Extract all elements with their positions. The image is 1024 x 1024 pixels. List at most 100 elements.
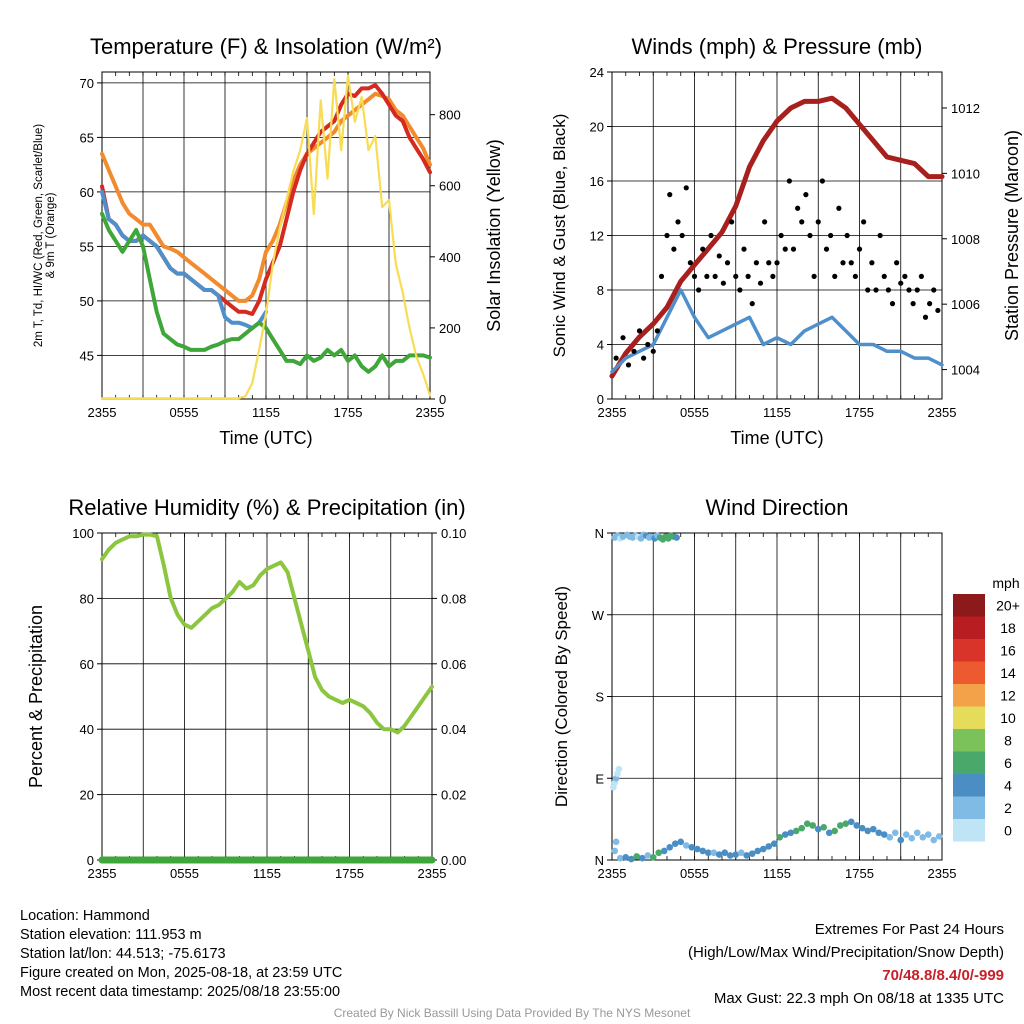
direction-point [919, 833, 927, 841]
gust-point [918, 273, 924, 279]
x-tick-label: 1155 [763, 866, 791, 881]
direction-point [847, 818, 855, 826]
direction-point [612, 838, 620, 846]
extremes-legend: (High/Low/Max Wind/Precipitation/Snow De… [688, 944, 1004, 961]
direction-point [803, 820, 811, 827]
y-tick-label: 4 [597, 338, 604, 353]
y-tick-label: E [595, 771, 604, 786]
gust-point [790, 246, 797, 252]
colorbar-label: 8 [1004, 732, 1012, 748]
y-tick-label: W [592, 608, 605, 623]
gust-point [786, 178, 792, 184]
y-tick-label: 50 [80, 294, 94, 309]
gust-point [927, 301, 933, 307]
gust-point [889, 301, 896, 307]
gust-point [819, 178, 825, 184]
gust-point [720, 280, 726, 286]
y-tick-label: 0 [87, 853, 94, 868]
direction-point [858, 824, 866, 832]
direction-point [721, 849, 729, 857]
y2-tick-label: 400 [439, 250, 461, 265]
y-tick-label: 45 [80, 348, 94, 363]
x-tick-label: 2355 [88, 866, 117, 881]
direction-point [935, 833, 943, 840]
gust-point [811, 273, 817, 279]
gust-point [815, 219, 821, 225]
x-tick-label: 1755 [335, 866, 364, 881]
chart-title: Winds (mph) & Pressure (mb) [632, 34, 923, 59]
y-tick-label: 60 [80, 657, 94, 672]
extremes-info: Extremes For Past 24 Hours (High/Low/Max… [688, 918, 1004, 1010]
gust-point [881, 273, 887, 279]
gust-point [914, 287, 920, 293]
colorbar-swatch [953, 639, 985, 662]
chart-panel-3: 2355 0555 1155 1755 2355 Relative Humidity (%… [26, 495, 466, 881]
gust-point [745, 273, 751, 279]
gust-point [753, 260, 759, 266]
gust-point [625, 362, 632, 368]
direction-point [748, 850, 756, 857]
direction-point [644, 852, 652, 859]
direction-point [673, 534, 680, 541]
y-tick-label: 24 [590, 65, 604, 80]
x-tick-label: 1155 [253, 866, 281, 881]
colorbar-label: 4 [1004, 777, 1012, 793]
location-text: Location: Hammond [20, 908, 150, 924]
colorbar-label: 18 [1000, 620, 1016, 636]
series-line-4 [100, 211, 432, 374]
direction-point [831, 827, 839, 835]
series-line-2 [610, 288, 944, 374]
y2-tick-label: 1004 [951, 363, 980, 378]
y2-tick-label: 0 [439, 392, 446, 407]
colorbar-label: 20+ [996, 597, 1020, 613]
x-tick-label: 1755 [845, 866, 874, 881]
gust-point [877, 232, 883, 239]
colorbar-swatch [953, 774, 985, 797]
chart-title: Wind Direction [705, 495, 848, 520]
x-tick-label: 0555 [170, 405, 199, 420]
direction-point [666, 843, 674, 851]
colorbar-swatch [953, 706, 985, 729]
gust-point [636, 328, 643, 334]
direction-point [615, 765, 623, 773]
series-line-1 [100, 91, 432, 303]
y-tick-label: 8 [597, 283, 604, 298]
y2-tick-label: 200 [439, 321, 461, 336]
chart-panel-1: 2355 0555 1155 1755 2355 Temperature (F) & In… [33, 34, 504, 448]
y2-tick-label: 600 [439, 179, 461, 194]
gust-point [679, 232, 685, 239]
y-tick-label: 65 [80, 130, 94, 145]
direction-point [787, 829, 795, 837]
gust-point [861, 219, 867, 225]
colorbar-label: 0 [1004, 822, 1012, 838]
colorbar-swatch [953, 594, 985, 617]
gust-point [729, 219, 735, 225]
direction-point [836, 822, 844, 829]
x-axis-label: Time (UTC) [219, 428, 312, 448]
direction-point [891, 829, 899, 837]
direction-point [930, 836, 938, 844]
gust-point [852, 273, 858, 279]
direction-point [622, 853, 630, 861]
gust-point [836, 205, 842, 211]
gust-point [774, 260, 780, 266]
gust-point [795, 205, 801, 211]
direction-point [765, 843, 773, 850]
y2-axis-label: Station Pressure (Maroon) [1002, 130, 1022, 341]
gust-point [910, 301, 916, 307]
x-tick-label: 2355 [928, 405, 957, 420]
y2-axis-label: Solar Insolation (Yellow) [484, 139, 504, 331]
direction-point [660, 847, 668, 855]
gust-point [832, 273, 838, 279]
x-tick-label: 2355 [88, 405, 117, 420]
station-info: Location: Hammond Station elevation: 111… [20, 907, 342, 1002]
y-tick-label: 16 [590, 174, 604, 189]
colorbar-swatch [953, 819, 985, 842]
direction-point [649, 853, 657, 861]
y-tick-label: N [595, 526, 604, 541]
gust-point [906, 287, 912, 293]
direction-point [611, 847, 619, 855]
gust-point [803, 192, 809, 198]
gust-point [696, 287, 702, 293]
direction-point [616, 854, 624, 862]
